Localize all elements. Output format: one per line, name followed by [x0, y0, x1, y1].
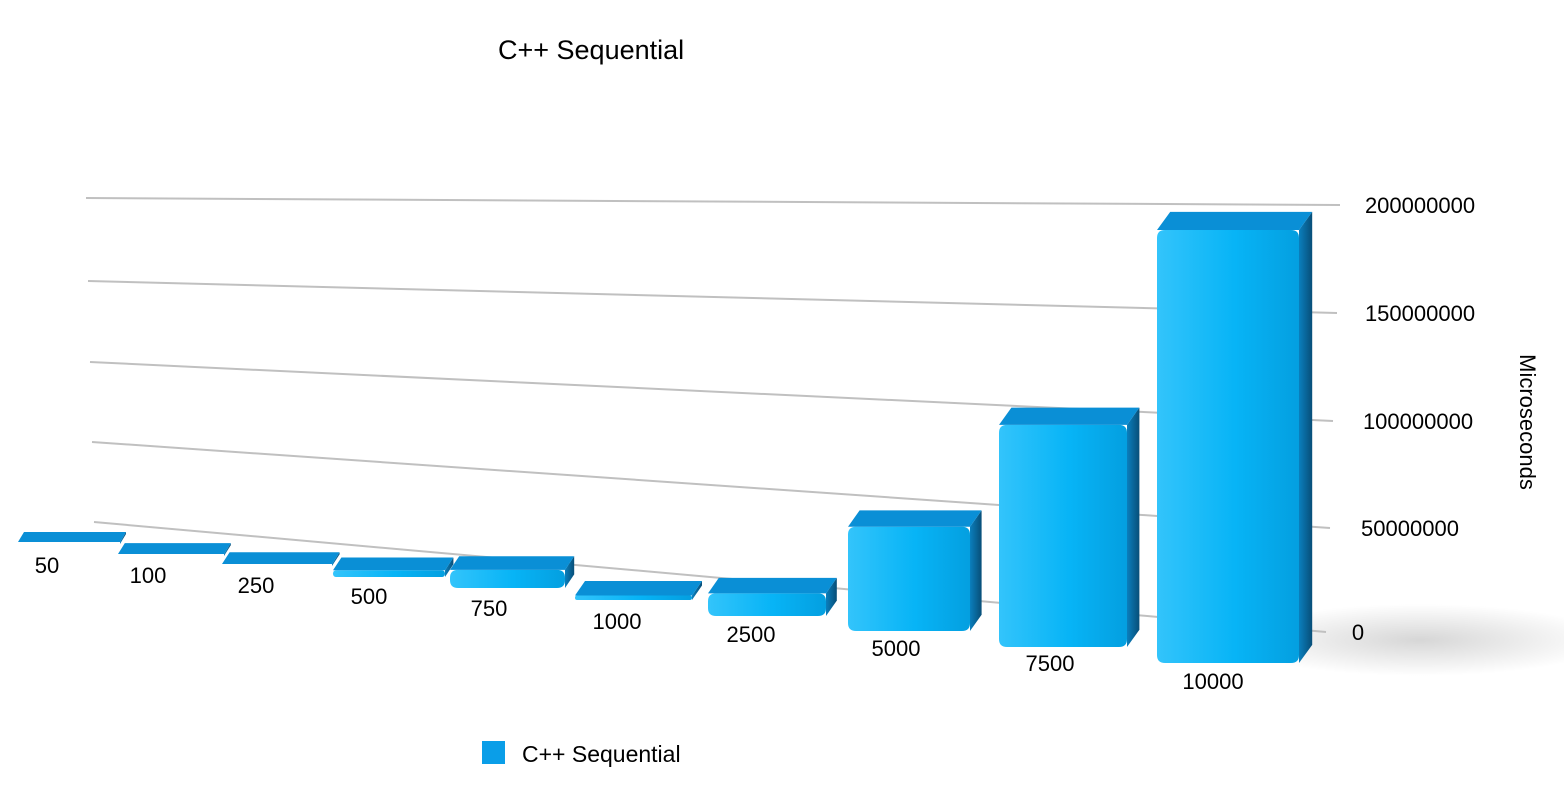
- x-tick-label: 1000: [593, 609, 642, 634]
- legend-swatch: [482, 741, 505, 764]
- x-tick-label: 250: [238, 573, 275, 598]
- bar: [450, 556, 575, 588]
- bar-side: [120, 532, 126, 544]
- y-tick-label: 150000000: [1365, 301, 1475, 326]
- bar-side: [1299, 211, 1313, 663]
- x-tick-label: 2500: [727, 622, 776, 647]
- y-tick-label: 200000000: [1365, 193, 1475, 218]
- gridline: [93, 521, 1327, 633]
- bar-front: [708, 593, 826, 616]
- bar-front: [1157, 230, 1299, 663]
- bar: [118, 543, 231, 556]
- gridline: [89, 361, 1334, 422]
- bar-top: [575, 580, 702, 596]
- y-tick-label: 50000000: [1361, 516, 1459, 541]
- bar-side: [692, 580, 702, 600]
- bar-side: [826, 577, 837, 616]
- bar-front: [333, 570, 445, 577]
- bar-side: [224, 543, 231, 556]
- bar-top: [1157, 211, 1313, 230]
- bar-top: [848, 510, 982, 527]
- bar: [575, 580, 702, 600]
- bar: [18, 532, 126, 544]
- bar-front: [848, 526, 970, 631]
- bar-top: [450, 556, 575, 570]
- bar-side: [332, 552, 340, 566]
- bar-side: [970, 510, 982, 631]
- bar-top: [18, 532, 126, 542]
- bar-side: [1127, 407, 1140, 647]
- bar-top: [708, 577, 837, 594]
- bar-top: [118, 543, 231, 554]
- gridline: [91, 441, 1331, 529]
- gridlines: [85, 197, 1341, 633]
- bar: [848, 510, 982, 631]
- bar: [708, 577, 837, 616]
- x-tick-label: 7500: [1026, 651, 1075, 676]
- bar: [222, 552, 340, 566]
- y-axis-title: Microseconds: [1515, 354, 1540, 490]
- y-tick-label: 0: [1352, 620, 1364, 645]
- bar-side: [565, 556, 575, 588]
- bar-top: [999, 407, 1140, 425]
- bars: [18, 211, 1313, 663]
- gridline: [85, 197, 1341, 206]
- bar-top: [222, 552, 340, 564]
- gridline: [87, 280, 1338, 314]
- bar: [1157, 211, 1313, 663]
- x-tick-label: 10000: [1182, 669, 1243, 694]
- x-tick-label: 500: [351, 584, 388, 609]
- bar: [999, 407, 1140, 647]
- x-tick-label: 5000: [872, 636, 921, 661]
- bar-top: [333, 557, 454, 571]
- bar-front: [575, 595, 692, 600]
- legend: C++ Sequential: [482, 741, 681, 767]
- x-axis-categories: 50 100 250 500 750 1000 2500 5000 7500 10000: [35, 553, 1244, 694]
- y-axis-ticks: 0 50000000 100000000 150000000 200000000: [1352, 193, 1475, 645]
- bar-side: [445, 557, 454, 577]
- floor-shadow: [1230, 604, 1564, 676]
- x-tick-label: 750: [471, 596, 508, 621]
- legend-label: C++ Sequential: [522, 741, 681, 767]
- bar-front: [999, 424, 1127, 647]
- x-tick-label: 50: [35, 553, 59, 578]
- bar: [333, 557, 454, 577]
- bar-front: [450, 569, 565, 588]
- x-tick-label: 100: [130, 563, 167, 588]
- chart-title: C++ Sequential: [498, 35, 684, 65]
- y-tick-label: 100000000: [1363, 409, 1473, 434]
